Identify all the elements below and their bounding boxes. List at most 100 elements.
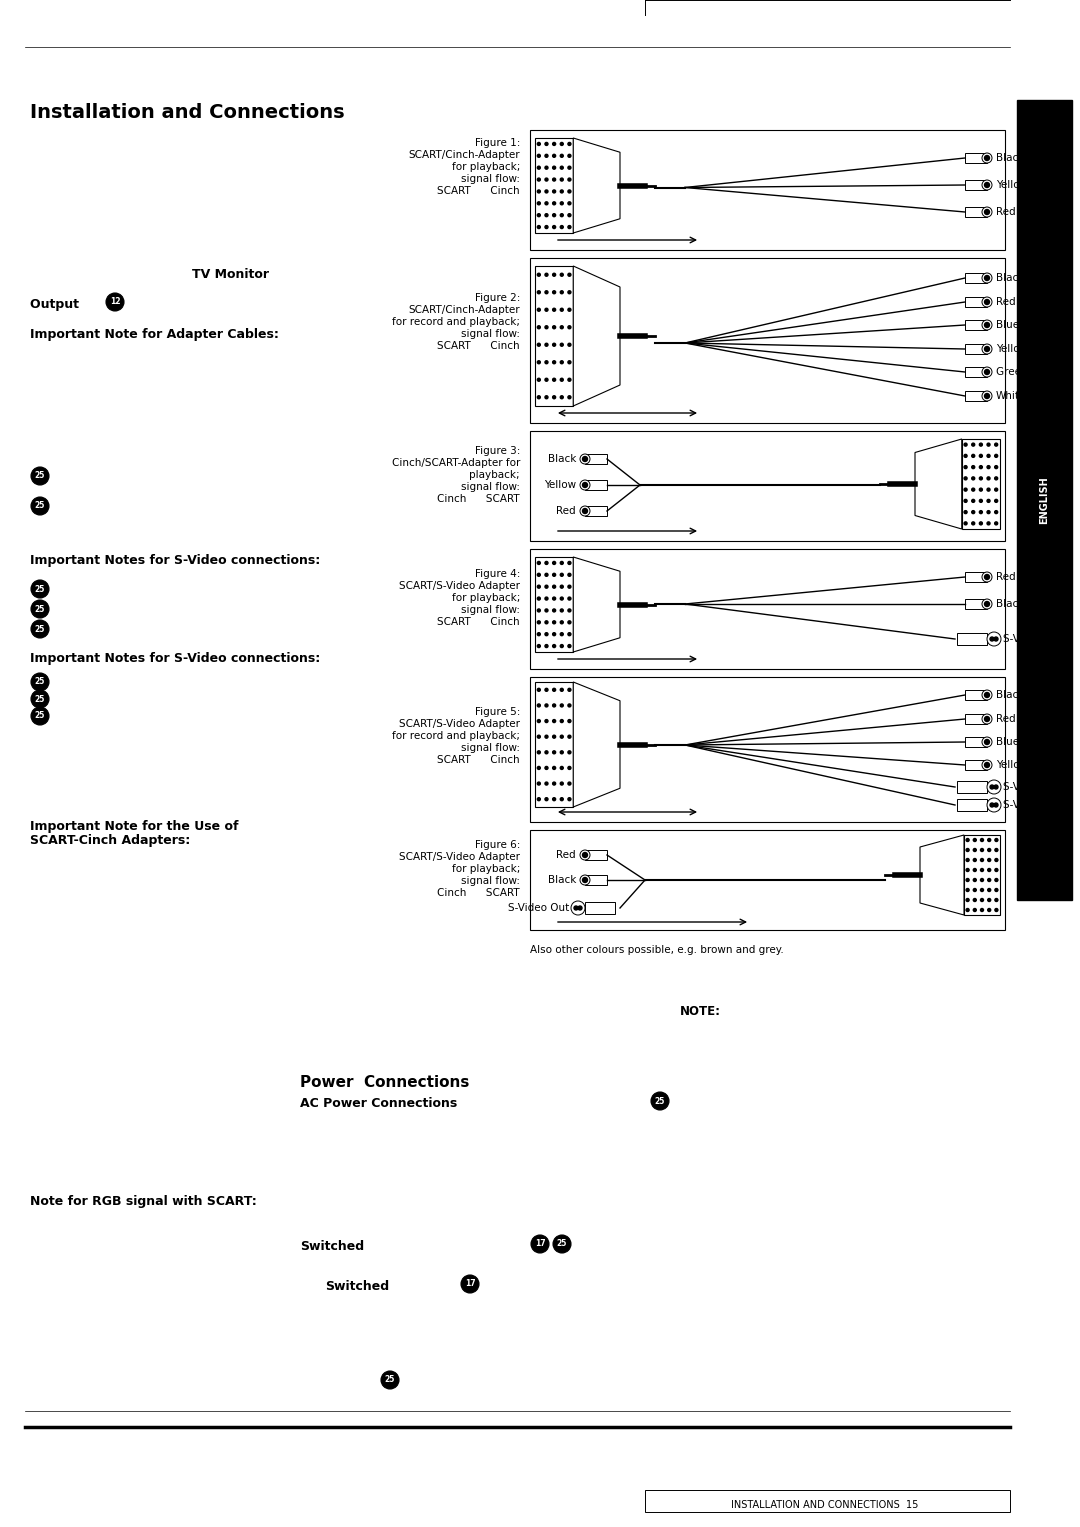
- Circle shape: [972, 455, 975, 458]
- Bar: [530, 431, 1005, 541]
- Circle shape: [545, 325, 548, 328]
- Circle shape: [538, 202, 540, 205]
- Circle shape: [545, 154, 548, 157]
- Circle shape: [985, 275, 989, 281]
- Circle shape: [987, 522, 990, 525]
- Circle shape: [568, 562, 571, 565]
- Text: 25: 25: [384, 1376, 395, 1385]
- Text: 25: 25: [35, 695, 45, 704]
- Circle shape: [988, 858, 990, 861]
- Circle shape: [538, 734, 540, 738]
- Text: 17: 17: [464, 1280, 475, 1289]
- Circle shape: [995, 489, 998, 492]
- Circle shape: [545, 689, 548, 692]
- Text: signal flow:: signal flow:: [461, 328, 519, 339]
- Circle shape: [568, 154, 571, 157]
- Bar: [966, 153, 987, 163]
- Text: Black: Black: [548, 875, 576, 886]
- Circle shape: [545, 226, 548, 229]
- Circle shape: [553, 360, 555, 363]
- Bar: [585, 851, 607, 860]
- Circle shape: [31, 620, 49, 638]
- Circle shape: [545, 734, 548, 738]
- Circle shape: [31, 690, 49, 709]
- Circle shape: [545, 202, 548, 205]
- Circle shape: [578, 906, 582, 910]
- Circle shape: [973, 858, 976, 861]
- Bar: [957, 780, 987, 793]
- Circle shape: [553, 734, 555, 738]
- Circle shape: [538, 632, 540, 635]
- Circle shape: [538, 751, 540, 754]
- Text: SCART/S-Video Adapter: SCART/S-Video Adapter: [399, 852, 519, 863]
- Circle shape: [553, 290, 555, 293]
- Circle shape: [561, 632, 564, 635]
- Circle shape: [964, 466, 967, 469]
- Circle shape: [561, 597, 564, 600]
- Text: White: White: [996, 391, 1026, 402]
- Circle shape: [995, 443, 998, 446]
- Text: 12: 12: [110, 298, 120, 307]
- Circle shape: [987, 476, 990, 479]
- Circle shape: [987, 799, 1001, 812]
- Circle shape: [553, 751, 555, 754]
- Circle shape: [980, 499, 983, 502]
- Circle shape: [553, 585, 555, 588]
- Text: 25: 25: [654, 1096, 665, 1106]
- Bar: [966, 391, 987, 402]
- Text: Important Notes for S-Video connections:: Important Notes for S-Video connections:: [30, 652, 321, 664]
- Bar: [966, 715, 987, 724]
- Circle shape: [545, 290, 548, 293]
- Circle shape: [538, 609, 540, 612]
- Text: SCART/S-Video Adapter: SCART/S-Video Adapter: [399, 719, 519, 728]
- Circle shape: [538, 189, 540, 192]
- Circle shape: [561, 189, 564, 192]
- Text: AC Power Connections: AC Power Connections: [300, 1096, 457, 1110]
- Circle shape: [553, 325, 555, 328]
- Circle shape: [967, 858, 969, 861]
- Circle shape: [568, 719, 571, 722]
- Circle shape: [545, 597, 548, 600]
- Circle shape: [553, 562, 555, 565]
- Circle shape: [545, 632, 548, 635]
- Circle shape: [568, 179, 571, 182]
- Polygon shape: [573, 557, 620, 652]
- Circle shape: [568, 797, 571, 800]
- Circle shape: [982, 391, 993, 402]
- Circle shape: [981, 878, 984, 881]
- Circle shape: [982, 296, 993, 307]
- Circle shape: [972, 510, 975, 513]
- Bar: [585, 479, 607, 490]
- Text: SCART      Cinch: SCART Cinch: [437, 617, 519, 628]
- Circle shape: [982, 273, 993, 282]
- Text: SCART/Cinch-Adapter: SCART/Cinch-Adapter: [408, 150, 519, 160]
- Circle shape: [553, 782, 555, 785]
- Text: Also other colours possible, e.g. brown and grey.: Also other colours possible, e.g. brown …: [530, 945, 784, 954]
- Circle shape: [995, 898, 998, 901]
- Bar: [530, 676, 1005, 822]
- Text: Cinch      SCART: Cinch SCART: [437, 889, 519, 898]
- Bar: [966, 321, 987, 330]
- Text: SCART      Cinch: SCART Cinch: [437, 186, 519, 195]
- Circle shape: [985, 209, 989, 214]
- Circle shape: [545, 344, 548, 347]
- Circle shape: [964, 489, 967, 492]
- Circle shape: [982, 573, 993, 582]
- Text: Output: Output: [30, 298, 83, 312]
- Circle shape: [553, 379, 555, 382]
- Circle shape: [580, 479, 590, 490]
- Circle shape: [553, 226, 555, 229]
- Circle shape: [995, 499, 998, 502]
- Circle shape: [985, 739, 989, 745]
- Text: Black: Black: [548, 454, 576, 464]
- Circle shape: [988, 849, 990, 852]
- Circle shape: [582, 483, 588, 487]
- Circle shape: [545, 179, 548, 182]
- Text: Installation and Connections: Installation and Connections: [30, 102, 345, 122]
- Circle shape: [568, 273, 571, 276]
- Circle shape: [538, 597, 540, 600]
- Circle shape: [553, 395, 555, 399]
- Circle shape: [561, 767, 564, 770]
- Circle shape: [538, 704, 540, 707]
- Text: S-Video Out: S-Video Out: [1003, 800, 1064, 809]
